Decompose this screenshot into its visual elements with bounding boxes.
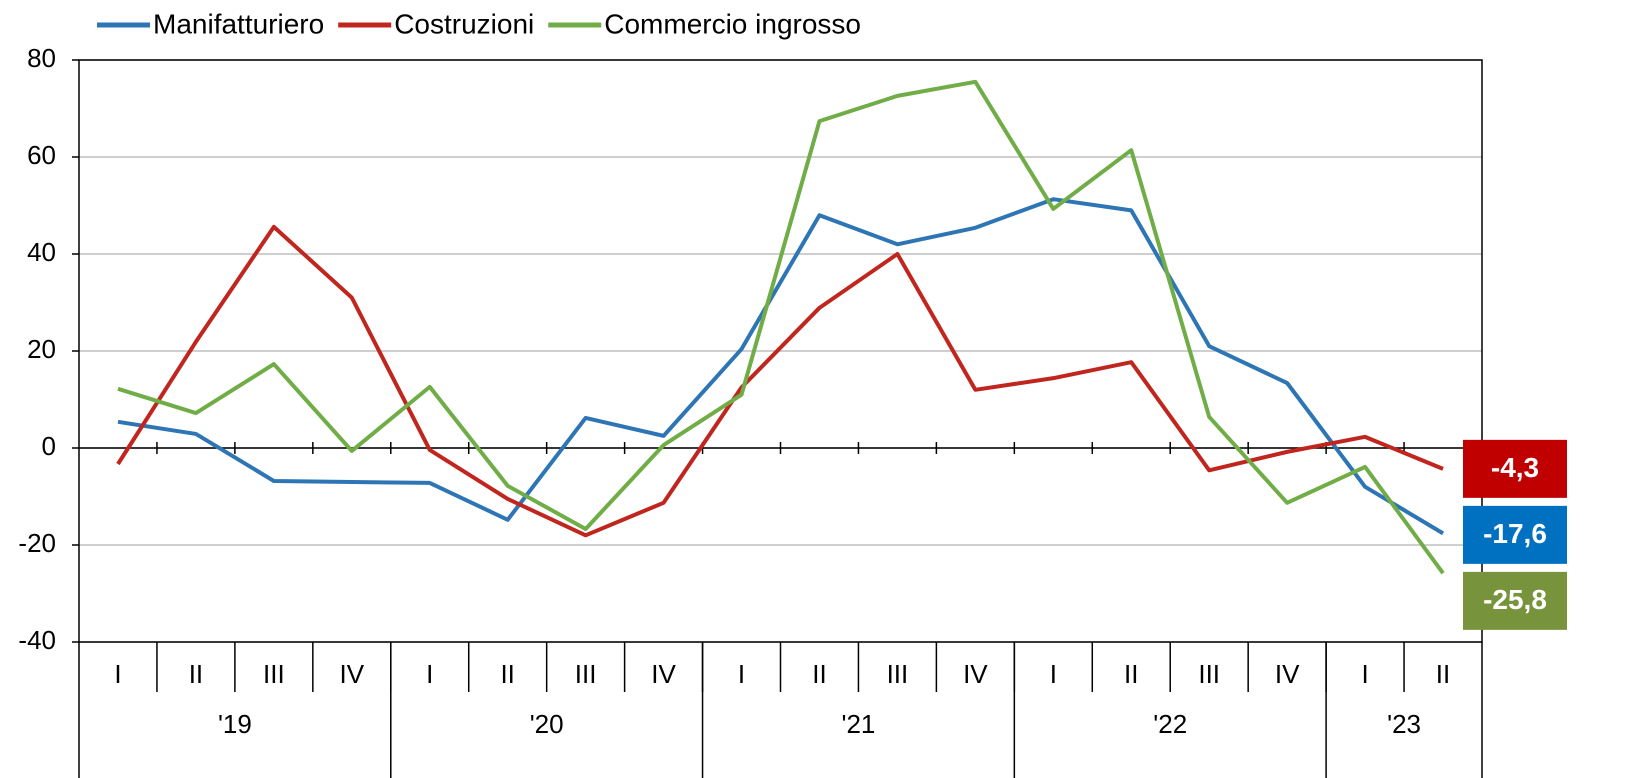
x-tick-label: I	[114, 659, 121, 689]
y-tick-label: 80	[27, 43, 56, 73]
y-tick-label: 60	[27, 140, 56, 170]
x-tick-label: IV	[963, 659, 988, 689]
x-group-label: '21	[841, 709, 875, 739]
y-tick-label: 0	[42, 431, 56, 461]
value-label-box	[1463, 571, 1567, 630]
x-group-label: '23	[1387, 709, 1421, 739]
x-tick-label: III	[263, 659, 285, 689]
legend-label: Commercio ingrosso	[604, 8, 861, 39]
x-tick-label: IV	[651, 659, 676, 689]
x-group-label: '19	[218, 709, 252, 739]
x-tick-label: II	[1436, 659, 1450, 689]
value-label: -25,8	[1483, 584, 1547, 615]
series-line	[117, 79, 1445, 575]
x-tick-label: I	[1361, 659, 1368, 689]
x-tick-label: I	[1050, 659, 1057, 689]
x-tick-label: IV	[1275, 659, 1300, 689]
value-label-box	[1463, 439, 1567, 498]
x-group-label: '22	[1153, 709, 1187, 739]
x-tick-label: IV	[340, 659, 365, 689]
value-label-box	[1463, 505, 1567, 564]
series-line	[117, 197, 1445, 536]
x-tick-label: I	[426, 659, 433, 689]
y-tick-label: -40	[18, 625, 56, 655]
x-tick-label: II	[189, 659, 203, 689]
x-tick-label: I	[738, 659, 745, 689]
value-label: -4,3	[1491, 452, 1539, 483]
y-tick-label: 40	[27, 237, 56, 267]
y-tick-label: 20	[27, 334, 56, 364]
value-label: -17,6	[1483, 518, 1547, 549]
x-tick-label: II	[500, 659, 514, 689]
x-group-label: '20	[530, 709, 564, 739]
x-tick-label: III	[575, 659, 597, 689]
x-tick-label: II	[812, 659, 826, 689]
x-tick-label: III	[1198, 659, 1220, 689]
series-line	[116, 224, 1444, 538]
x-tick-label: III	[887, 659, 909, 689]
y-tick-label: -20	[18, 528, 56, 558]
x-tick-label: II	[1124, 659, 1138, 689]
legend-label: Costruzioni	[394, 8, 534, 39]
legend-label: Manifatturiero	[153, 8, 324, 39]
